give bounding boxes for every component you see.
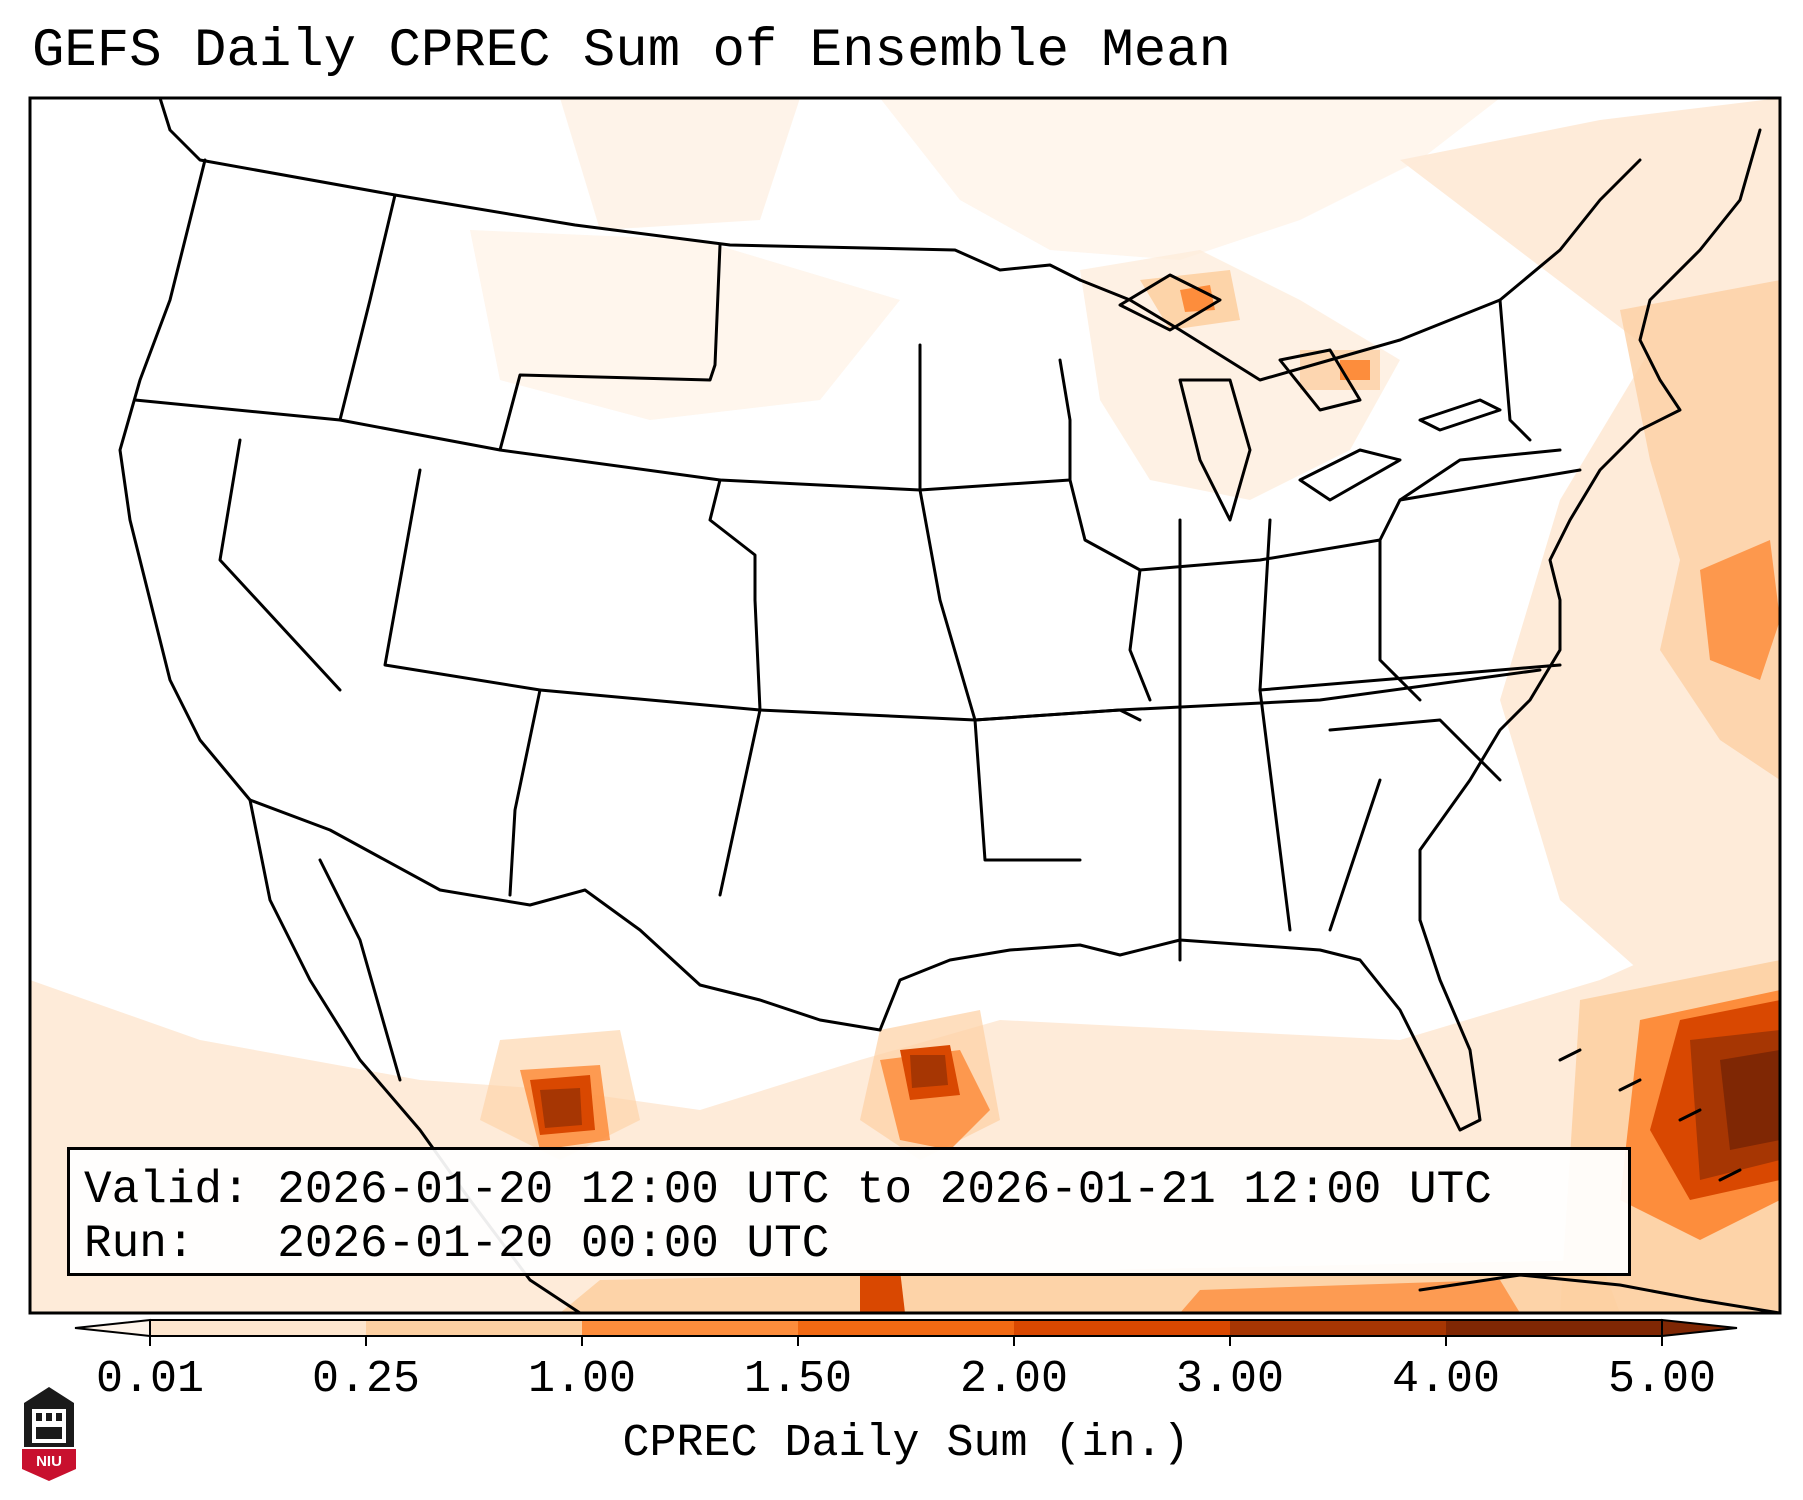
niu-logo: NIU <box>22 1387 76 1481</box>
colorbar-tick-label: 0.01 <box>95 1354 205 1405</box>
colorbar-segment <box>366 1320 583 1336</box>
colorbar-label: CPREC Daily Sum (in.) <box>622 1418 1190 1469</box>
map-title: GEFS Daily CPREC Sum of Ensemble Mean <box>32 21 1231 82</box>
colorbar <box>74 1318 1738 1346</box>
colorbar-extend-low <box>74 1318 151 1338</box>
colorbar-tick-label: 4.00 <box>1391 1354 1501 1405</box>
colorbar-segment <box>1014 1320 1231 1336</box>
colorbar-tick-label: 2.00 <box>959 1354 1069 1405</box>
colorbar-tick-label: 0.25 <box>311 1354 421 1405</box>
logo-text: NIU <box>36 1453 62 1470</box>
run-time-text: Run: 2026-01-20 00:00 UTC <box>84 1218 830 1270</box>
precipitation-map <box>28 96 1782 1315</box>
colorbar-segment <box>1446 1320 1663 1336</box>
colorbar-segment <box>582 1320 799 1336</box>
colorbar-tick-label: 3.00 <box>1175 1354 1285 1405</box>
colorbar-tick-label: 5.00 <box>1607 1354 1717 1405</box>
colorbar-tick-label: 1.00 <box>527 1354 637 1405</box>
colorbar-tick-label: 1.50 <box>743 1354 853 1405</box>
colorbar-extend-high <box>1661 1318 1738 1338</box>
colorbar-segment <box>1230 1320 1447 1336</box>
colorbar-segment <box>798 1320 1015 1336</box>
colorbar-segment <box>150 1320 367 1336</box>
valid-time-text: Valid: 2026-01-20 12:00 UTC to 2026-01-2… <box>84 1164 1492 1216</box>
valid-run-info-box: Valid: 2026-01-20 12:00 UTC to 2026-01-2… <box>67 1147 1631 1276</box>
